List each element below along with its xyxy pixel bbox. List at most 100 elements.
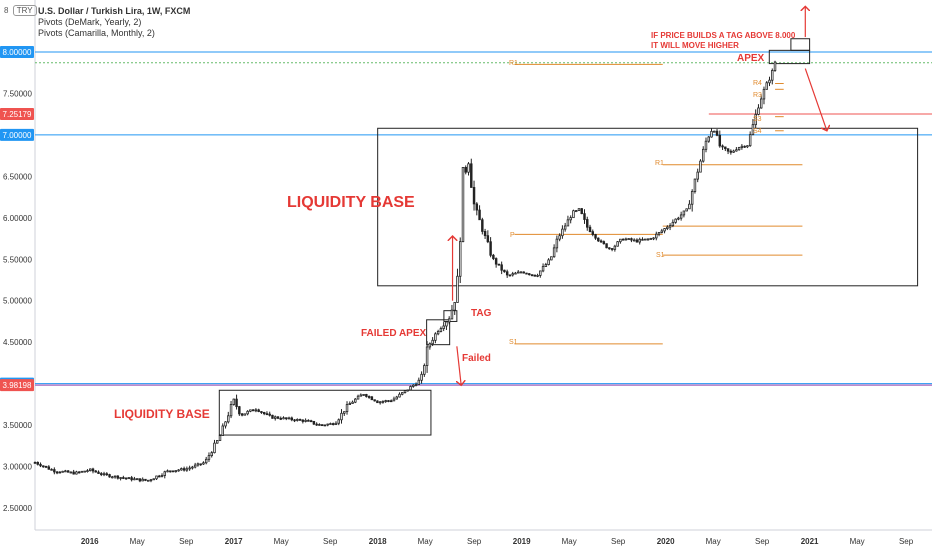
candle-body[interactable]	[337, 419, 340, 424]
candle-body[interactable]	[227, 415, 230, 423]
candle-body[interactable]	[204, 458, 208, 464]
candle-body[interactable]	[552, 247, 556, 258]
candle-body[interactable]	[431, 339, 434, 345]
candle-body[interactable]	[232, 398, 236, 405]
candle-body[interactable]	[500, 264, 503, 271]
candle-body[interactable]	[459, 241, 462, 277]
candle-body[interactable]	[282, 417, 285, 420]
candle-body[interactable]	[343, 411, 346, 414]
candle-body[interactable]	[525, 272, 528, 275]
candle-body[interactable]	[533, 274, 537, 277]
candle-body[interactable]	[88, 468, 92, 471]
candle-body[interactable]	[461, 166, 465, 243]
candle-body[interactable]	[726, 148, 730, 152]
candle-body[interactable]	[75, 471, 78, 475]
candle-body[interactable]	[773, 61, 777, 71]
candle-body[interactable]	[508, 274, 512, 277]
candle-body[interactable]	[602, 241, 606, 245]
candle-body[interactable]	[771, 70, 774, 81]
candle-body[interactable]	[588, 226, 592, 233]
candle-body[interactable]	[36, 462, 39, 465]
candle-body[interactable]	[682, 210, 686, 216]
candle-body[interactable]	[135, 478, 139, 481]
candle-body[interactable]	[77, 471, 81, 474]
candle-body[interactable]	[83, 470, 86, 473]
candle-body[interactable]	[762, 88, 766, 100]
candle-body[interactable]	[489, 241, 492, 256]
candle-body[interactable]	[301, 419, 305, 422]
candle-body[interactable]	[188, 467, 191, 470]
currency-badge[interactable]: 8 TRY	[4, 5, 37, 16]
candle-body[interactable]	[351, 401, 354, 404]
candle-body[interactable]	[185, 468, 189, 471]
candle-body[interactable]	[238, 406, 241, 415]
candle-body[interactable]	[265, 413, 269, 416]
candle-body[interactable]	[679, 214, 683, 219]
candle-body[interactable]	[677, 217, 680, 220]
candle-body[interactable]	[254, 409, 258, 412]
candle-body[interactable]	[119, 477, 122, 479]
candle-body[interactable]	[555, 238, 559, 249]
candle-body[interactable]	[630, 238, 633, 241]
box-liquidity-base-bottom[interactable]	[218, 389, 432, 436]
box-apex-tag[interactable]	[790, 38, 811, 51]
candle-body[interactable]	[72, 471, 75, 475]
candle-body[interactable]	[318, 424, 321, 426]
candle-body[interactable]	[392, 398, 396, 402]
candle-body[interactable]	[122, 477, 125, 479]
candle-body[interactable]	[116, 475, 120, 479]
candle-body[interactable]	[657, 232, 661, 235]
candle-body[interactable]	[94, 470, 97, 473]
candle-body[interactable]	[447, 318, 451, 323]
candle-body[interactable]	[53, 469, 56, 473]
candle-body[interactable]	[574, 210, 578, 213]
candle-body[interactable]	[304, 419, 307, 422]
candle-body[interactable]	[367, 396, 371, 398]
candle-body[interactable]	[732, 150, 735, 153]
candle-body[interactable]	[743, 145, 746, 148]
candle-body[interactable]	[268, 413, 271, 416]
candle-body[interactable]	[373, 399, 376, 402]
candle-body[interactable]	[599, 240, 603, 243]
candle-body[interactable]	[638, 238, 641, 243]
candle-body[interactable]	[64, 470, 67, 473]
candle-body[interactable]	[229, 404, 233, 417]
candle-body[interactable]	[216, 440, 219, 444]
candle-body[interactable]	[428, 343, 432, 348]
candle-body[interactable]	[453, 302, 456, 311]
candle-body[interactable]	[652, 237, 655, 240]
candle-body[interactable]	[425, 346, 429, 366]
candle-body[interactable]	[737, 147, 741, 151]
box-apex[interactable]	[768, 49, 811, 65]
candle-body[interactable]	[619, 238, 622, 243]
candle-body[interactable]	[409, 386, 412, 391]
candle-body[interactable]	[467, 163, 470, 173]
candle-body[interactable]	[591, 231, 595, 235]
candle-body[interactable]	[365, 394, 368, 397]
candle-body[interactable]	[464, 166, 467, 173]
candle-body[interactable]	[478, 209, 481, 221]
candle-body[interactable]	[740, 145, 744, 148]
candle-body[interactable]	[334, 422, 338, 426]
candle-body[interactable]	[663, 228, 666, 232]
candle-body[interactable]	[80, 470, 84, 473]
candle-body[interactable]	[586, 219, 589, 228]
candle-body[interactable]	[613, 245, 617, 250]
candle-body[interactable]	[307, 419, 310, 422]
candle-body[interactable]	[693, 178, 697, 192]
candle-body[interactable]	[260, 411, 263, 413]
candle-body[interactable]	[218, 435, 222, 441]
candle-body[interactable]	[729, 150, 733, 153]
candle-body[interactable]	[420, 373, 423, 381]
candle-body[interactable]	[544, 264, 548, 267]
candle-body[interactable]	[566, 219, 570, 227]
candle-body[interactable]	[450, 309, 454, 320]
candle-body[interactable]	[50, 468, 53, 471]
candle-body[interactable]	[348, 403, 352, 406]
candle-body[interactable]	[751, 124, 755, 136]
candle-body[interactable]	[146, 479, 150, 482]
indicator-demark[interactable]: Pivots (DeMark, Yearly, 2)	[38, 17, 142, 27]
candle-body[interactable]	[583, 213, 586, 220]
candle-body[interactable]	[503, 269, 506, 273]
